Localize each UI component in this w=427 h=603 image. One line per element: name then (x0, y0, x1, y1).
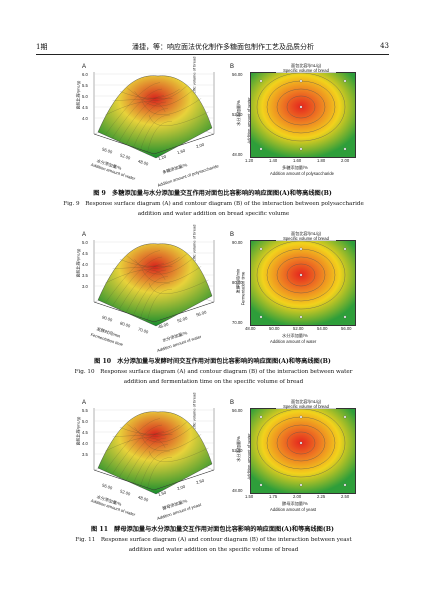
x-axis-label-en: Addition amount of polysaccharide (270, 171, 335, 176)
contour-title: 面包比容/(mL/g) Specific volume of bread (276, 63, 336, 73)
contour-title-en: Specific volume of bread (283, 236, 329, 241)
z-tick-label: 4.5 (82, 430, 88, 435)
x-tick-label: 1.60 (293, 158, 302, 163)
x-axis-label-cn: 多糖添加量/% (282, 165, 308, 170)
x-tick-label: 1.40 (269, 158, 278, 163)
contour-title-en: Specific volume of bread (283, 68, 329, 73)
x-tick-label: 1.80 (317, 158, 326, 163)
x-tick-label: 2.00 (341, 158, 350, 163)
panel-letter-a: A (82, 400, 87, 406)
y-tick-label: 56.00 (232, 408, 243, 413)
z-tick-label: 6.0 (82, 72, 88, 77)
contour-area (250, 72, 356, 158)
contour-plot: B 水分添加量/% Addition amount of water 56.00 52.… (230, 62, 358, 184)
y-tick-label: 90.00 (232, 240, 243, 245)
x-tick-label: 1.20 (245, 158, 254, 163)
running-title: 潘捷，等：响应面法优化制作多糖面包制作工艺及品质分析 (132, 43, 314, 51)
caption-en-line2: addition and water addition on the speci… (128, 547, 299, 553)
caption-en-line1: Fig. 11 Response surface diagram (A) and… (75, 537, 352, 543)
x-tick-label: 56.00 (341, 326, 352, 331)
contour-title-cn: 面包比容/(mL/g) (290, 399, 321, 404)
panel-letter-b: B (230, 64, 235, 70)
z-tick-label: 5.0 (82, 94, 88, 99)
contour-title-cn: 面包比容/(mL/g) (290, 231, 321, 236)
contour-title: 面包比容/(mL/g) Specific volume of bread (276, 399, 336, 409)
x-axis-label-cn: 酵母添加量/% (282, 501, 308, 506)
x-tick-label: 2.50 (341, 494, 350, 499)
x-tick-label: 2.25 (317, 494, 326, 499)
y-tick-label: 48.00 (232, 152, 243, 157)
contour-title: 面包比容/(mL/g) Specific volume of bread (276, 231, 336, 241)
y-tick-label: 70.00 (232, 320, 243, 325)
z-tick-label: 3.5 (82, 273, 88, 278)
z-tick-label: 5.5 (82, 408, 88, 413)
y-tick-label: 52.00 (232, 448, 243, 453)
x-axis-label-en: Addition amount of water (270, 339, 317, 344)
x-tick-label: 52.00 (293, 326, 304, 331)
z-tick-label: 5.5 (82, 83, 88, 88)
x-tick-label: 48.00 (245, 326, 256, 331)
x-axis-label-cn: 水分添加量/% (282, 333, 308, 338)
contour-title-cn: 面包比容/(mL/g) (290, 63, 321, 68)
caption-cn: 图 11 酵母添加量与水分添加量交互作用对面包比容影响的响应面图(A)和等高线图… (91, 526, 334, 533)
contour-plot: B 发酵时间/min Fermentation time 90.00 80.00 70.0… (230, 230, 358, 352)
header-rule (36, 54, 389, 55)
z-tick-label: 5.0 (82, 240, 88, 245)
panel-letter-a: A (82, 64, 87, 70)
z-tick-label: 3.0 (82, 284, 88, 289)
x-tick-label: 2.00 (293, 494, 302, 499)
y-tick-label: 48.00 (232, 488, 243, 493)
surface-mesh (93, 408, 215, 495)
z-tick-label: 3.5 (82, 452, 88, 457)
contour-fill (251, 73, 355, 157)
surface-mesh (93, 240, 215, 327)
x-tick-label: 50.00 (269, 326, 280, 331)
contour-fill (251, 241, 355, 325)
x-tick-label: 54.00 (317, 326, 328, 331)
contour-title-en: Specific volume of bread (283, 404, 329, 409)
contour-area (250, 240, 356, 326)
z-tick-label: 4.5 (82, 251, 88, 256)
panel-letter-b: B (230, 232, 235, 238)
panel-letter-b: B (230, 400, 235, 406)
contour-plot: B 水分添加量/% Addition amount of water 56.00 52.… (230, 398, 358, 520)
contour-area (250, 408, 356, 494)
y-tick-label: 80.00 (232, 280, 243, 285)
caption-en-line2: addition and fermentation time on the sp… (123, 379, 304, 385)
x-axis-label-en: Addition amount of yeast (270, 507, 317, 512)
surface-plot: A 6.0 5.5 5.0 4.5 4.0 面包比容/(mL/g) Specific volu… (75, 57, 230, 188)
caption-en-line1: Fig. 9 Response surface diagram (A) and … (63, 201, 364, 207)
y-tick-label: 52.00 (232, 112, 243, 117)
x-tick-label: 1.75 (269, 494, 278, 499)
z-tick-label: 4.0 (82, 262, 88, 267)
caption-en-line1: Fig. 10 Response surface diagram (A) and… (74, 369, 353, 375)
caption-en-line2: addition and water addition on bread spe… (137, 211, 290, 217)
panel-letter-a: A (82, 232, 87, 238)
y-tick-label: 56.00 (232, 72, 243, 77)
z-tick-label: 5.0 (82, 419, 88, 424)
page-number: 43 (380, 42, 389, 50)
caption-cn: 图 10 水分添加量与发酵时间交互作用对面包比容影响的响应面图(A)和等高线图(… (94, 358, 331, 365)
surface-plot: A 5.0 4.5 4.0 3.5 3.0 面包比容/(mL/g) Specific volu… (75, 225, 230, 353)
z-tick-label: 4.0 (82, 116, 88, 121)
contour-fill (251, 409, 355, 493)
z-tick-label: 4.5 (82, 105, 88, 110)
y-axis-label-en: Fermentation time (240, 271, 246, 306)
surface-mesh (93, 72, 215, 159)
surface-plot: A 5.5 5.0 4.5 4.0 3.5 面包比容/(mL/g) Specific volu… (75, 393, 230, 521)
issue-label: 1期 (36, 43, 48, 51)
x-tick-label: 1.50 (245, 494, 254, 499)
z-tick-label: 4.0 (82, 441, 88, 446)
caption-cn: 图 9 多糖添加量与水分添加量交互作用对面包比容影响的响应面图(A)和等高线图(… (93, 190, 332, 197)
